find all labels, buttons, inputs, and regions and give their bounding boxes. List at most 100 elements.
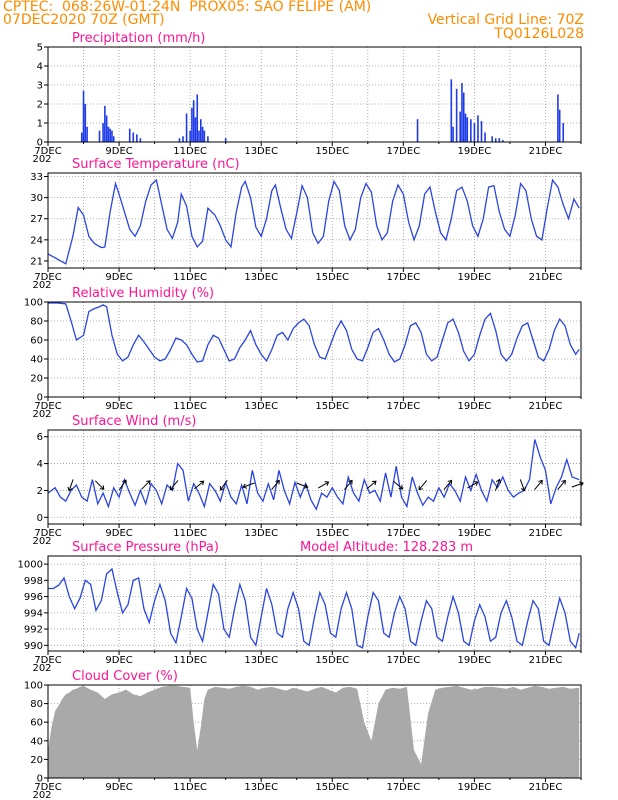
wind-arrow — [393, 480, 403, 490]
precipitation-bar — [470, 119, 472, 142]
precipitation-bar — [84, 104, 87, 142]
humidity-xtick-label: 11DEC — [173, 401, 207, 412]
humidity-ytick-label: 20 — [30, 374, 43, 385]
pressure-ytick-label: 994 — [24, 608, 43, 619]
precipitation-bar — [494, 138, 497, 142]
precipitation-bar — [207, 136, 209, 142]
wind-title: Surface Wind (m/s) — [72, 414, 196, 429]
precipitation-bar — [198, 130, 200, 142]
precipitation-bar — [455, 88, 458, 142]
precipitation-bar — [498, 138, 501, 142]
precipitation-bar — [466, 117, 469, 142]
header-location: CPTEC: 068:26W-01:24N PROX05: SAO FELIPE… — [3, 0, 372, 15]
cloud-cover-ytick-label: 60 — [30, 718, 43, 729]
precipitation-xtick-label: 17DEC — [386, 146, 420, 157]
wind-arrowhead — [145, 480, 151, 485]
temperature-xtick-label: 19DEC — [458, 272, 492, 283]
humidity-ytick-label: 40 — [30, 355, 43, 366]
wind-xtick-label: 9DEC — [105, 528, 132, 539]
cloud-cover-xtick-label: 7DEC — [34, 782, 61, 793]
cloud-cover-ytick-label: 20 — [30, 755, 43, 766]
cloud-cover-ytick-label: 40 — [30, 736, 43, 747]
wind-arrow — [443, 480, 452, 490]
temperature-xtick-label: 9DEC — [105, 272, 132, 283]
precipitation-bar — [112, 136, 115, 142]
temperature-xaxis-year-stub: 202 — [32, 280, 51, 291]
wind-arrow — [534, 480, 543, 490]
wind-arrow — [169, 480, 179, 490]
precipitation-bar — [82, 90, 85, 142]
wind-arrow — [494, 479, 501, 491]
wind-ytick-label: 2 — [37, 486, 43, 497]
precipitation-bar — [450, 79, 453, 142]
precipitation-bar — [192, 100, 195, 142]
precipitation-ytick-label: 2 — [37, 100, 43, 111]
precipitation-bar — [480, 121, 483, 142]
temperature-ytick-label: 24 — [30, 235, 43, 246]
precipitation-bar — [224, 138, 227, 142]
wind-arrow — [366, 480, 377, 490]
pressure-ytick-label: 1000 — [18, 560, 43, 571]
temperature-frame — [47, 172, 582, 269]
precipitation-bar — [557, 94, 559, 142]
wind-arrow — [557, 480, 566, 490]
pressure-xtick-label: 17DEC — [386, 655, 420, 666]
precipitation-xtick-label: 15DEC — [315, 146, 349, 157]
temperature-xtick-label: 13DEC — [244, 272, 278, 283]
wind-xtick-label: 7DEC — [34, 528, 61, 539]
cloud-cover-area — [48, 685, 580, 778]
temperature-title: Surface Temperature (nC) — [72, 157, 240, 172]
pressure-xtick-label: 11DEC — [173, 655, 207, 666]
wind-arrowhead — [348, 479, 353, 485]
wind-ytick-label: 0 — [37, 513, 43, 524]
precipitation-title: Precipitation (mm/h) — [72, 31, 205, 46]
wind-arrow — [296, 482, 308, 488]
precipitation-bar — [111, 130, 113, 142]
cloud-cover-title: Cloud Cover (%) — [72, 669, 178, 684]
precipitation-ytick-label: 4 — [37, 62, 43, 73]
precipitation-bar — [109, 128, 111, 142]
humidity-frame — [47, 301, 582, 398]
header-model-id: TQ0126L028 — [494, 26, 584, 42]
wind-arrow — [118, 479, 127, 491]
cloud-cover-frame — [47, 684, 582, 779]
wind-arrowhead — [122, 479, 127, 485]
wind-arrowhead — [371, 480, 377, 486]
precipitation-bar — [558, 109, 561, 142]
precipitation-bar — [80, 132, 83, 142]
humidity-ytick-label: 0 — [37, 393, 43, 404]
wind-arrowhead — [324, 481, 330, 486]
temperature-ytick-label: 21 — [30, 256, 43, 267]
precipitation-bar — [461, 83, 463, 142]
cloud-cover-ytick-label: 100 — [24, 681, 43, 692]
precipitation-xtick-label: 19DEC — [458, 146, 492, 157]
precipitation-bar — [199, 119, 202, 142]
temperature-ytick-label: 27 — [30, 214, 43, 225]
cloud-cover-xtick-label: 21DEC — [529, 782, 563, 793]
wind-arrow — [94, 480, 105, 490]
precipitation-bar — [105, 115, 108, 142]
pressure-ytick-label: 998 — [24, 576, 43, 587]
pressure-xtick-label: 15DEC — [315, 655, 349, 666]
wind-arrowhead — [169, 485, 175, 491]
cloud-cover-ytick-label: 0 — [37, 774, 43, 785]
wind-arrow — [467, 481, 479, 489]
precipitation-xtick-label: 21DEC — [529, 146, 563, 157]
precipitation-bar — [139, 138, 142, 142]
cloud-cover-xtick-label: 17DEC — [386, 782, 420, 793]
precipitation-bar — [182, 136, 184, 142]
wind-line — [47, 439, 580, 511]
cloud-cover-xtick-label: 9DEC — [105, 782, 132, 793]
precipitation-xtick-label: 9DEC — [105, 146, 132, 157]
wind-arrow — [519, 479, 525, 491]
precipitation-bar — [128, 128, 131, 142]
wind-arrowhead — [67, 486, 73, 492]
precipitation-bar — [104, 105, 106, 142]
pressure-ytick-label: 992 — [24, 625, 43, 636]
wind-arrowhead — [398, 484, 404, 490]
precipitation-bar — [462, 92, 465, 142]
wind-xtick-label: 21DEC — [529, 528, 563, 539]
precipitation-bar — [452, 126, 454, 142]
wind-frame — [47, 429, 582, 525]
temperature-xtick-label: 15DEC — [315, 272, 349, 283]
